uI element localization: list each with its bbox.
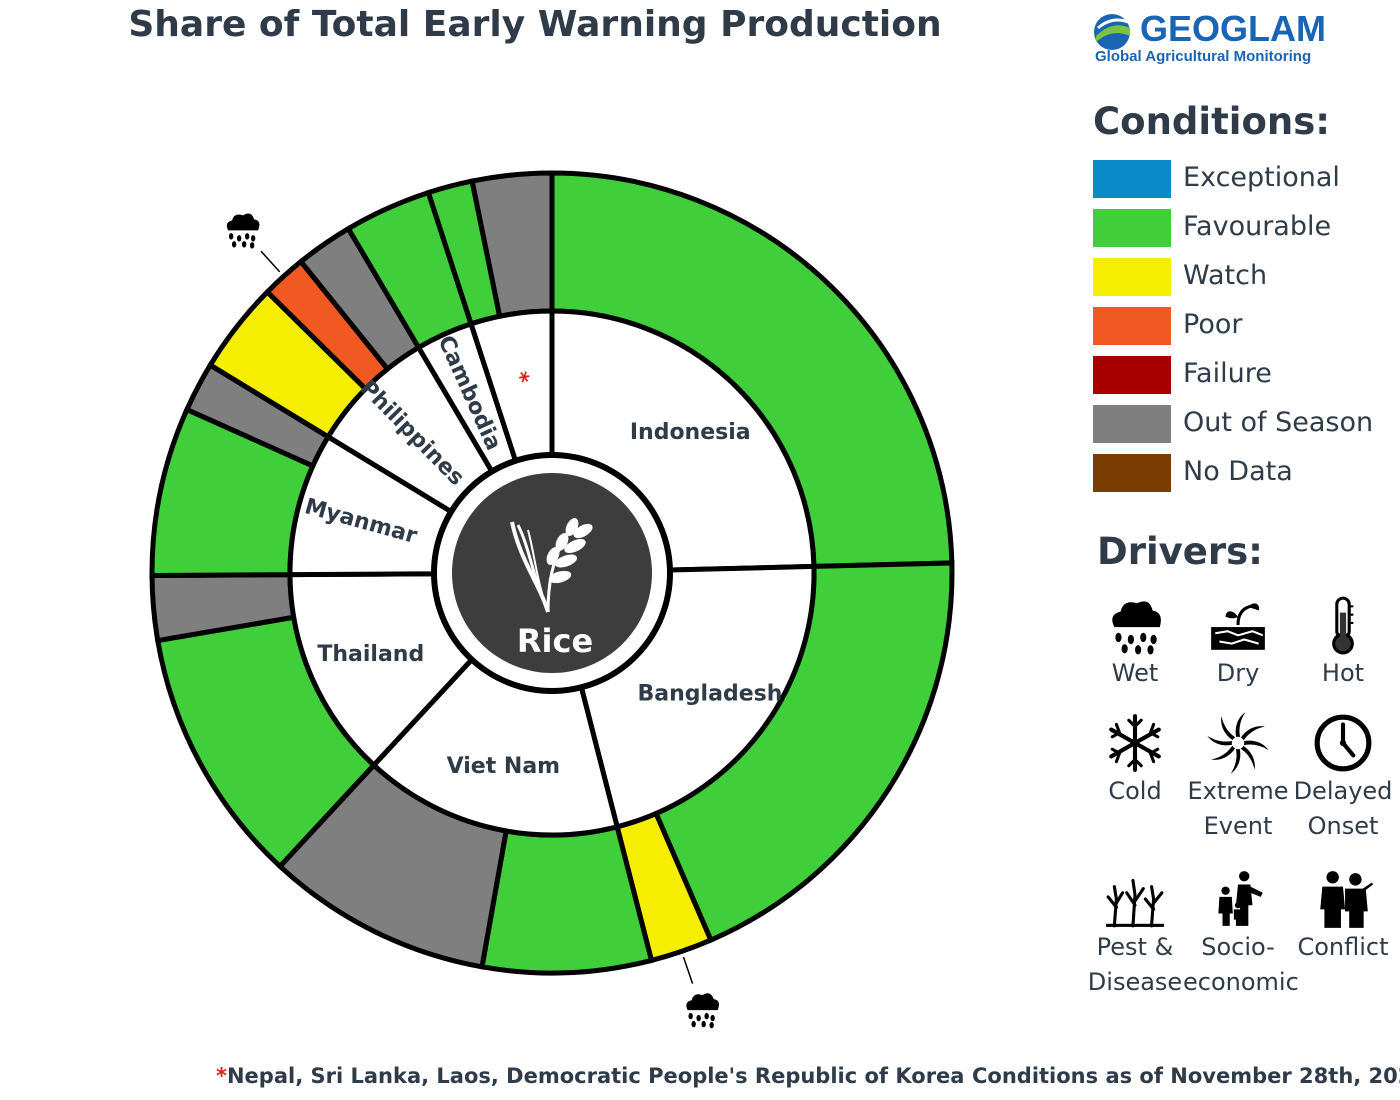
pest-disease-icon	[1106, 878, 1164, 928]
driver-hot: Hot	[1288, 594, 1398, 691]
legend-label: Out of Season	[1183, 407, 1374, 438]
driver-label: Cold	[1108, 777, 1162, 805]
footnote-star: *	[216, 1064, 227, 1088]
driver-pest-disease: Pest & Disease	[1080, 868, 1190, 1000]
driver-label: Conflict	[1297, 933, 1389, 961]
driver-label: Hot	[1321, 659, 1365, 687]
conditions-date: Conditions as of November 28th, 2024	[972, 1064, 1400, 1088]
logo-name: GEOGLAM	[1140, 8, 1326, 49]
wet-icon	[1112, 601, 1161, 655]
driver-label: Onset	[1307, 812, 1379, 840]
legend-swatch	[1093, 454, 1171, 492]
driver-label: Socio-	[1201, 933, 1275, 961]
legend-label: Watch	[1183, 260, 1268, 291]
driver-label: Wet	[1111, 659, 1159, 687]
driver-extreme-event: Extreme Event	[1183, 712, 1293, 844]
center-label: Rice	[517, 622, 593, 660]
wet-icon	[686, 993, 719, 1029]
legend-label: Favourable	[1183, 211, 1332, 242]
drivers-heading: Drivers:	[1097, 530, 1263, 573]
wet-icon	[226, 213, 260, 249]
inner-label-viet-nam: Viet Nam	[447, 754, 560, 779]
conditions-heading: Conditions:	[1093, 100, 1331, 143]
center-hub: Rice	[431, 452, 673, 694]
legend-swatch	[1093, 405, 1171, 443]
legend-label: Failure	[1183, 358, 1272, 389]
inner-label-bangladesh: Bangladesh	[638, 681, 783, 706]
inner-label-indonesia: Indonesia	[630, 420, 751, 445]
footnote-text: Nepal, Sri Lanka, Laos, Democratic Peopl…	[226, 1064, 965, 1088]
driver-label: economic	[1183, 968, 1299, 996]
cold-icon	[1109, 714, 1161, 772]
callout-arrow	[260, 250, 281, 273]
extreme-event-icon	[1207, 712, 1269, 774]
driver-label: Disease	[1087, 968, 1183, 996]
driver-label: Event	[1203, 812, 1273, 840]
driver-callouts	[226, 213, 719, 1029]
driver-conflict: Conflict	[1288, 868, 1398, 965]
driver-delayed-onset: Delayed Onset	[1288, 712, 1398, 844]
driver-socio-economic: Socio-economic	[1183, 868, 1299, 1000]
legend-swatch	[1093, 356, 1171, 394]
footnote: *Nepal, Sri Lanka, Laos, Democratic Peop…	[216, 1064, 964, 1088]
legend-swatch	[1093, 160, 1171, 198]
inner-label-other: *	[506, 370, 533, 386]
inner-label-thailand: Thailand	[317, 642, 424, 667]
driver-dry: Dry	[1183, 594, 1293, 691]
rice-plant-icon	[510, 518, 593, 613]
driver-label: Delayed	[1293, 777, 1393, 805]
driver-wet: Wet	[1080, 594, 1190, 691]
inner-ring	[287, 308, 817, 838]
socio-economic-icon	[1218, 871, 1263, 926]
legend-label: Poor	[1183, 309, 1243, 340]
driver-label: Pest &	[1096, 933, 1174, 961]
callout-arrow	[682, 956, 694, 984]
logo-tagline: Global Agricultural Monitoring	[1095, 48, 1312, 65]
legend-swatch	[1093, 258, 1171, 296]
conflict-icon	[1320, 871, 1373, 928]
legend-swatch	[1093, 307, 1171, 345]
delayed-onset-icon	[1314, 714, 1372, 772]
driver-cold: Cold	[1080, 712, 1190, 809]
legend-label: Exceptional	[1183, 162, 1340, 193]
chart-title: Share of Total Early Warning Production	[128, 4, 942, 45]
legend-label: No Data	[1183, 456, 1293, 487]
hot-icon	[1332, 596, 1354, 655]
legend-swatch	[1093, 209, 1171, 247]
dry-icon	[1211, 603, 1265, 650]
driver-label: Extreme	[1187, 777, 1289, 805]
driver-label: Dry	[1216, 659, 1260, 687]
geoglam-logo-mark	[1094, 14, 1130, 50]
